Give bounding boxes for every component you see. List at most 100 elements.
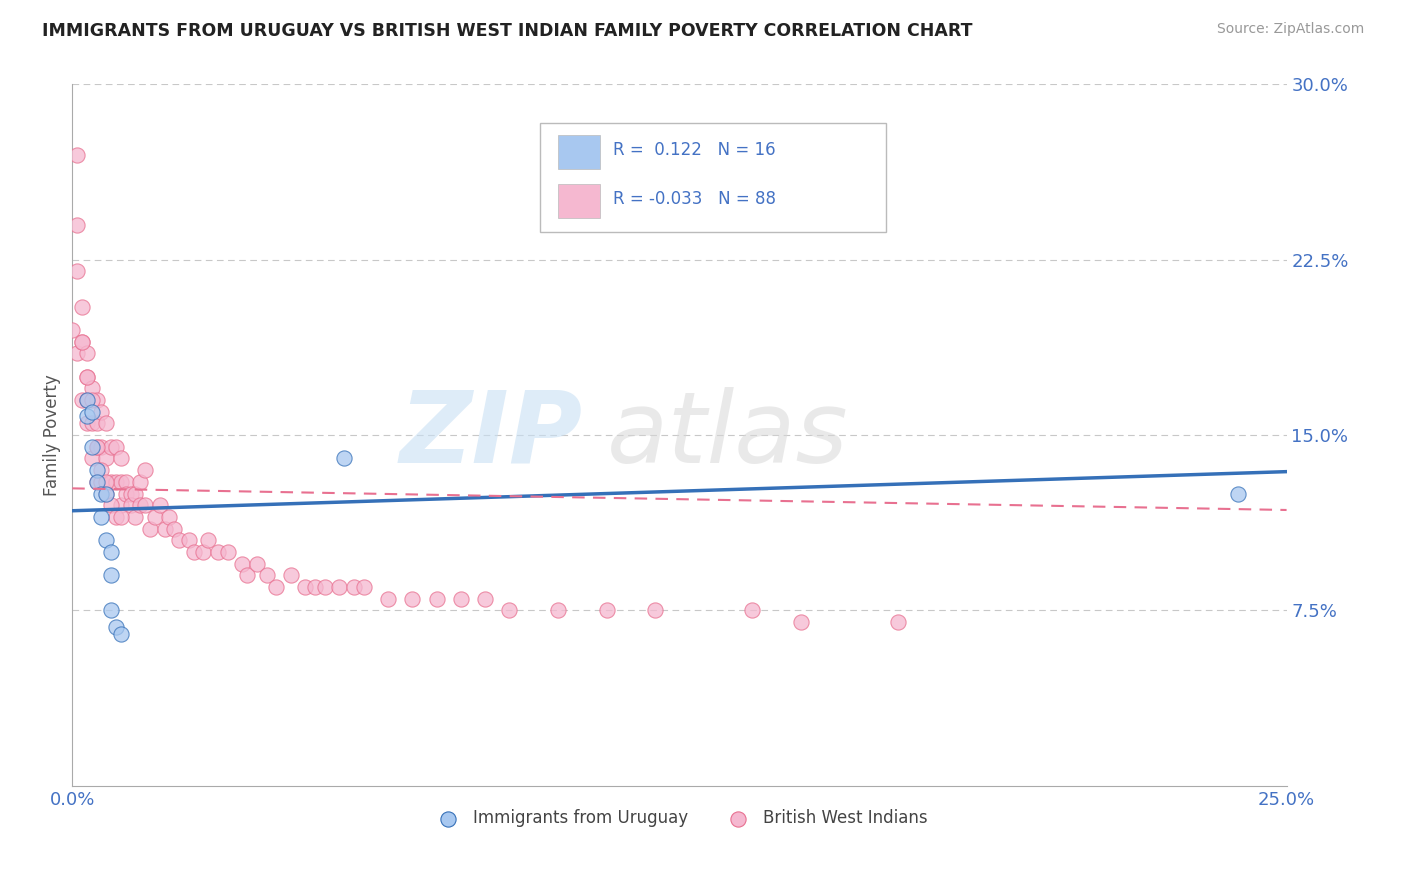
Point xyxy=(76,346,98,360)
Legend: Immigrants from Uruguay, British West Indians: Immigrants from Uruguay, British West In… xyxy=(425,802,934,833)
Point xyxy=(124,486,146,500)
Point xyxy=(110,451,132,466)
Point xyxy=(114,486,136,500)
Point xyxy=(114,475,136,489)
Point xyxy=(343,580,366,594)
Point xyxy=(86,440,108,454)
Point xyxy=(76,369,98,384)
Point xyxy=(80,392,103,407)
Point xyxy=(90,440,112,454)
Point xyxy=(143,510,166,524)
Point xyxy=(80,440,103,454)
Point xyxy=(134,463,156,477)
Point xyxy=(96,486,118,500)
Text: Source: ZipAtlas.com: Source: ZipAtlas.com xyxy=(1216,22,1364,37)
Point xyxy=(110,475,132,489)
Point xyxy=(177,533,200,548)
Point xyxy=(96,451,118,466)
Point xyxy=(80,405,103,419)
Text: R = -0.033   N = 88: R = -0.033 N = 88 xyxy=(613,190,776,208)
Point xyxy=(304,580,326,594)
Text: ZIP: ZIP xyxy=(399,386,582,483)
Point xyxy=(163,522,186,536)
Point xyxy=(90,463,112,477)
Point xyxy=(474,591,496,606)
Point xyxy=(90,475,112,489)
Point xyxy=(66,346,89,360)
FancyBboxPatch shape xyxy=(558,184,600,218)
Point xyxy=(100,545,122,559)
Point xyxy=(157,510,180,524)
Text: atlas: atlas xyxy=(606,386,848,483)
Point xyxy=(80,417,103,431)
Point xyxy=(100,475,122,489)
Point xyxy=(104,475,127,489)
Point xyxy=(110,498,132,512)
Point xyxy=(149,498,172,512)
Point xyxy=(90,510,112,524)
Point xyxy=(153,522,176,536)
Text: R =  0.122   N = 16: R = 0.122 N = 16 xyxy=(613,141,775,159)
Point xyxy=(314,580,336,594)
Y-axis label: Family Poverty: Family Poverty xyxy=(44,375,60,496)
Point xyxy=(76,417,98,431)
Point xyxy=(595,603,617,617)
Point xyxy=(333,451,356,466)
Point xyxy=(139,522,162,536)
Point xyxy=(60,323,83,337)
Point xyxy=(197,533,219,548)
FancyBboxPatch shape xyxy=(540,123,886,232)
Point xyxy=(66,147,89,161)
Point xyxy=(231,557,253,571)
Point xyxy=(100,568,122,582)
Point xyxy=(80,451,103,466)
Point xyxy=(193,545,215,559)
Point xyxy=(741,603,763,617)
FancyBboxPatch shape xyxy=(558,135,600,169)
Point xyxy=(100,498,122,512)
Point xyxy=(104,440,127,454)
Point xyxy=(790,615,813,629)
Point xyxy=(96,486,118,500)
Point xyxy=(70,300,93,314)
Point xyxy=(167,533,190,548)
Point xyxy=(425,591,447,606)
Point xyxy=(90,405,112,419)
Point xyxy=(129,475,152,489)
Point xyxy=(86,440,108,454)
Point xyxy=(110,627,132,641)
Point xyxy=(76,392,98,407)
Point xyxy=(70,334,93,349)
Point xyxy=(120,498,142,512)
Point xyxy=(246,557,269,571)
Point xyxy=(66,264,89,278)
Point xyxy=(76,409,98,424)
Point xyxy=(450,591,472,606)
Point xyxy=(498,603,520,617)
Point xyxy=(100,603,122,617)
Point xyxy=(377,591,399,606)
Point xyxy=(264,580,287,594)
Point xyxy=(104,620,127,634)
Point xyxy=(100,440,122,454)
Point xyxy=(353,580,375,594)
Point xyxy=(86,392,108,407)
Point xyxy=(86,463,108,477)
Point xyxy=(70,392,93,407)
Point xyxy=(104,510,127,524)
Point xyxy=(129,498,152,512)
Point xyxy=(96,475,118,489)
Text: IMMIGRANTS FROM URUGUAY VS BRITISH WEST INDIAN FAMILY POVERTY CORRELATION CHART: IMMIGRANTS FROM URUGUAY VS BRITISH WEST … xyxy=(42,22,973,40)
Point xyxy=(66,218,89,232)
Point xyxy=(96,417,118,431)
Point xyxy=(86,417,108,431)
Point xyxy=(76,392,98,407)
Point xyxy=(256,568,278,582)
Point xyxy=(887,615,910,629)
Point xyxy=(86,475,108,489)
Point xyxy=(294,580,316,594)
Point xyxy=(183,545,205,559)
Point xyxy=(124,510,146,524)
Point xyxy=(328,580,350,594)
Point xyxy=(86,475,108,489)
